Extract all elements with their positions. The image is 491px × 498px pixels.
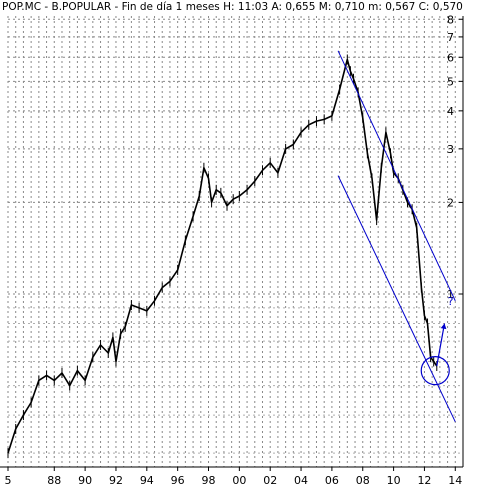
y-tick-label: 3: [447, 143, 454, 156]
y-tick-label: 4: [447, 105, 454, 118]
x-tick-label: 08: [356, 474, 370, 487]
arrow-head: [440, 323, 447, 330]
x-tick-label: 96: [171, 474, 185, 487]
x-tick-label: 06: [325, 474, 339, 487]
arrow-shaft: [436, 323, 446, 367]
x-tick-label: 14: [448, 474, 462, 487]
x-tick-label: 10: [387, 474, 401, 487]
y-tick-label: 8: [447, 13, 454, 26]
x-tick-label: 94: [140, 474, 154, 487]
chart-title: POP.MC - B.POPULAR - Fin de día 1 meses …: [2, 1, 463, 13]
x-tick-label: 90: [78, 474, 92, 487]
grid: [7, 16, 463, 467]
y-tick-label: 7: [447, 31, 454, 44]
x-tick-label: 88: [47, 474, 61, 487]
trend-channel-line: [337, 175, 456, 423]
x-tick-label: 12: [417, 474, 431, 487]
price-line: [7, 58, 438, 454]
x-tick-label: 04: [294, 474, 308, 487]
x-tick-label: 98: [202, 474, 216, 487]
axes: 8 7 6 5 4 3 2 1 5 88 90 92 94 96 98 00 02 04 06 08 10 12 14: [0, 13, 464, 487]
x-tick-label: 02: [263, 474, 277, 487]
trend-channel-line: [337, 50, 456, 301]
x-tick-label: 00: [232, 474, 246, 487]
x-tick-label: 92: [109, 474, 123, 487]
x-tick-label: 5: [5, 474, 12, 487]
y-tick-label: 1: [447, 288, 454, 301]
annotations: ?: [337, 50, 456, 423]
highlight-circle: [420, 356, 450, 386]
y-tick-label: 6: [447, 51, 454, 64]
y-tick-label: 2: [447, 196, 454, 209]
y-tick-label: 5: [447, 75, 454, 88]
annotation-text: ?: [448, 295, 454, 308]
